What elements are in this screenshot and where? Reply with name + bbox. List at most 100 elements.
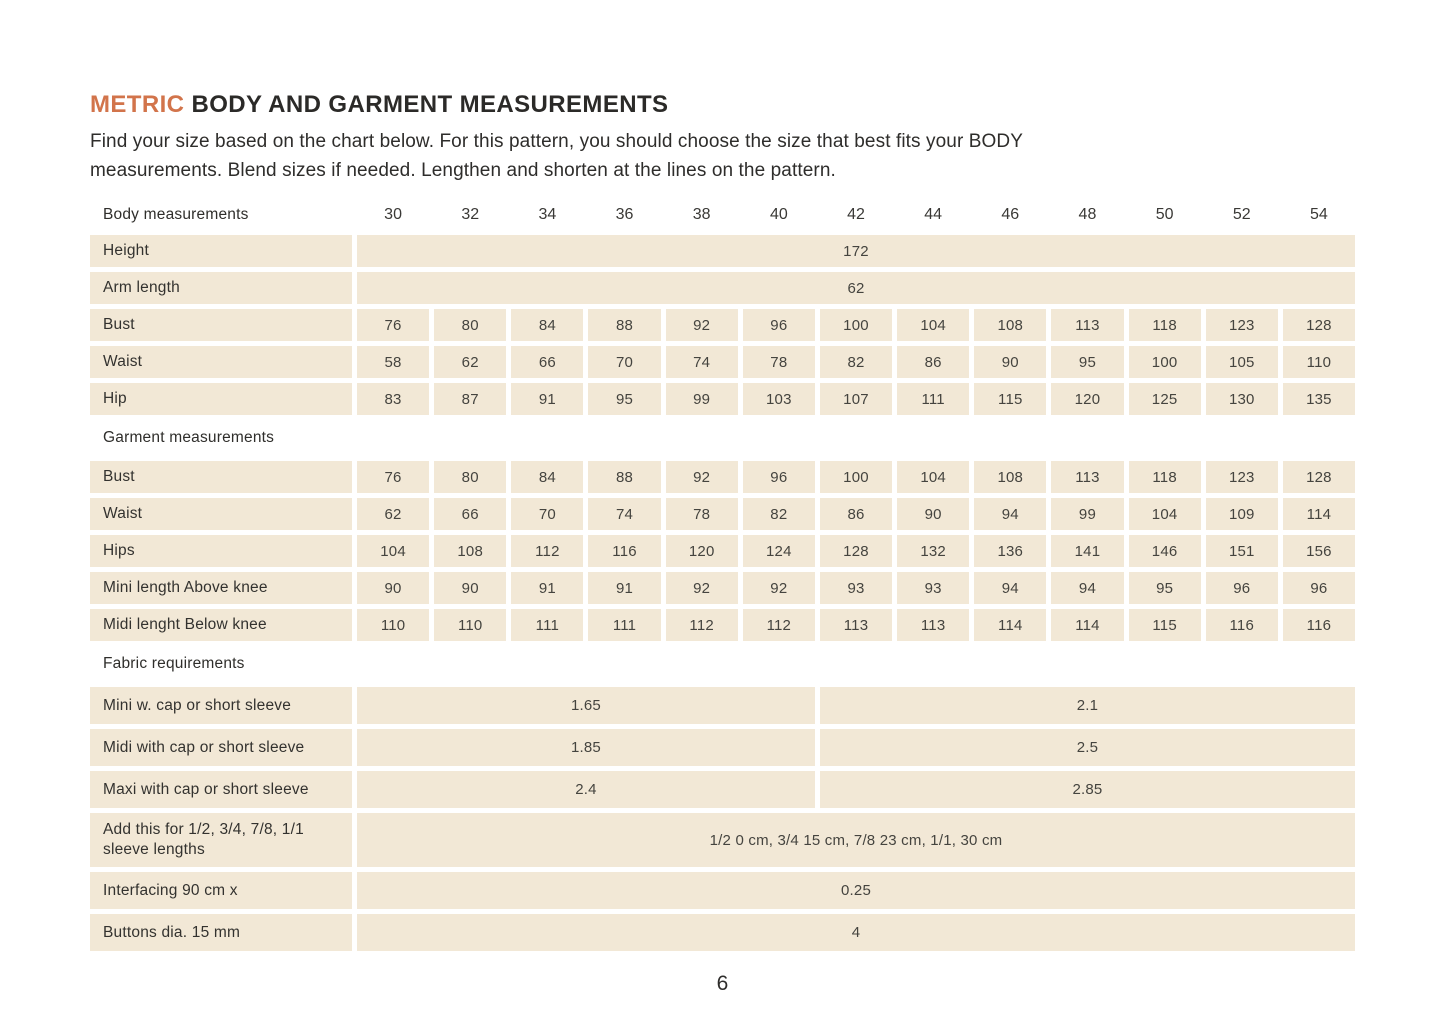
measurement-value-cell: 128 — [819, 535, 893, 568]
size-column-header: 34 — [538, 206, 557, 224]
measurement-value-cell: 105 — [1205, 346, 1278, 379]
intro-text: Find your size based on the chart below.… — [90, 127, 1355, 185]
measurement-value-cell: 96 — [1282, 572, 1355, 605]
measurement-row-label: Maxi with cap or short sleeve — [90, 771, 352, 809]
measurement-value-cell: 99 — [665, 383, 738, 416]
measurement-value-cell: 120 — [665, 535, 738, 568]
measurement-value-cell: 76 — [357, 461, 430, 494]
measurement-value-cell: 86 — [819, 498, 893, 531]
measurement-value-cell: 120 — [1051, 383, 1124, 416]
size-column-header: 48 — [1078, 206, 1097, 224]
measurement-value-cell: 94 — [1051, 572, 1124, 605]
measurement-value-cell: 96 — [742, 309, 815, 342]
measurement-value-cell: 108 — [434, 535, 507, 568]
measurement-value-cell: 95 — [588, 383, 661, 416]
measurement-span-value-cell: 172 — [357, 235, 1355, 268]
measurement-value-cell: 78 — [665, 498, 738, 531]
measurement-value-cell: 86 — [897, 346, 970, 379]
measurement-row-label: Midi lenght Below knee — [90, 609, 352, 642]
measurement-row-label: Hip — [90, 383, 352, 416]
measurement-value-cell: 123 — [1205, 309, 1278, 342]
measurement-value-cell: 91 — [511, 383, 584, 416]
measurement-row-label: Arm length — [90, 272, 352, 305]
measurement-value-cell: 94 — [974, 498, 1047, 531]
measurement-value-cell: 76 — [357, 309, 430, 342]
measurement-value-cell: 124 — [742, 535, 815, 568]
measurement-value-cell: 87 — [434, 383, 507, 416]
measurement-value-cell: 118 — [1128, 309, 1201, 342]
size-column-header: 32 — [461, 206, 480, 224]
page-content: METRIC BODY AND GARMENT MEASUREMENTS Fin… — [90, 91, 1355, 952]
measurement-value-cell: 96 — [1205, 572, 1278, 605]
measurement-value-cell: 93 — [897, 572, 970, 605]
measurement-span-value-cell: 1.65 — [357, 687, 815, 725]
measurement-value-cell: 62 — [357, 498, 430, 531]
measurement-value-cell: 123 — [1205, 461, 1278, 494]
size-table: Body measurements 30 32 34 36 38 40 42 44 46 48 50 5… — [90, 200, 1355, 952]
measurement-row-label: Add this for 1/2, 3/4, 7/8, 1/1 sleeve l… — [90, 813, 352, 868]
measurement-value-cell: 83 — [357, 383, 430, 416]
measurement-value-cell: 66 — [511, 346, 584, 379]
measurement-value-cell: 114 — [1051, 609, 1124, 642]
measurement-value-cell: 92 — [665, 572, 738, 605]
measurement-value-cell: 113 — [1051, 461, 1124, 494]
measurement-span-value-cell: 62 — [357, 272, 1355, 305]
size-column-header: 36 — [615, 206, 634, 224]
page-title-accent: METRIC — [90, 91, 185, 118]
measurement-value-cell: 109 — [1205, 498, 1278, 531]
measurement-value-cell: 95 — [1051, 346, 1124, 379]
measurement-value-cell: 94 — [974, 572, 1047, 605]
measurement-value-cell: 112 — [511, 535, 584, 568]
measurement-value-cell: 103 — [742, 383, 815, 416]
measurement-span-value-cell: 2.1 — [819, 687, 1355, 725]
measurement-value-cell: 111 — [897, 383, 970, 416]
measurement-value-cell: 125 — [1128, 383, 1201, 416]
measurement-value-cell: 128 — [1282, 309, 1355, 342]
measurement-value-cell: 93 — [819, 572, 893, 605]
measurement-value-cell: 146 — [1128, 535, 1201, 568]
measurement-value-cell: 74 — [665, 346, 738, 379]
size-column-header: 54 — [1310, 206, 1328, 224]
measurement-span-value-cell: 1/2 0 cm, 3/4 15 cm, 7/8 23 cm, 1/1, 30 … — [357, 813, 1355, 868]
size-column-header: 44 — [924, 206, 943, 224]
measurement-value-cell: 108 — [974, 461, 1047, 494]
measurement-value-cell: 104 — [897, 309, 970, 342]
measurement-value-cell: 84 — [511, 461, 584, 494]
measurement-value-cell: 114 — [1282, 498, 1355, 531]
measurement-value-cell: 118 — [1128, 461, 1201, 494]
measurement-value-cell: 90 — [357, 572, 430, 605]
measurement-value-cell: 116 — [1282, 609, 1355, 642]
measurement-span-value-cell: 1.85 — [357, 729, 815, 767]
measurement-value-cell: 70 — [588, 346, 661, 379]
measurement-value-cell: 113 — [897, 609, 970, 642]
size-column-header: 30 — [384, 206, 402, 224]
measurement-value-cell: 92 — [742, 572, 815, 605]
measurement-row-label: Hips — [90, 535, 352, 568]
measurement-row-label: Height — [90, 235, 352, 268]
measurement-value-cell: 96 — [742, 461, 815, 494]
measurement-row-label: Waist — [90, 346, 352, 379]
measurement-value-cell: 80 — [434, 461, 507, 494]
measurement-value-cell: 95 — [1128, 572, 1201, 605]
measurement-value-cell: 104 — [1128, 498, 1201, 531]
measurement-value-cell: 92 — [665, 461, 738, 494]
measurement-value-cell: 92 — [665, 309, 738, 342]
measurement-row-label: Waist — [90, 498, 352, 531]
size-column-header: 40 — [769, 206, 788, 224]
section-title: Garment measurements — [103, 429, 275, 447]
measurement-value-cell: 91 — [588, 572, 661, 605]
measurement-row-label: Mini w. cap or short sleeve — [90, 687, 352, 725]
measurement-value-cell: 74 — [588, 498, 661, 531]
measurement-value-cell: 151 — [1205, 535, 1278, 568]
measurement-value-cell: 113 — [819, 609, 893, 642]
measurement-value-cell: 78 — [742, 346, 815, 379]
size-column-header: 50 — [1155, 206, 1174, 224]
measurement-value-cell: 116 — [1205, 609, 1278, 642]
measurement-value-cell: 90 — [897, 498, 970, 531]
measurement-span-value-cell: 2.5 — [819, 729, 1355, 767]
measurement-span-value-cell: 2.4 — [357, 771, 815, 809]
measurement-value-cell: 136 — [974, 535, 1047, 568]
measurement-value-cell: 130 — [1205, 383, 1278, 416]
measurement-row-label: Buttons dia. 15 mm — [90, 914, 352, 952]
